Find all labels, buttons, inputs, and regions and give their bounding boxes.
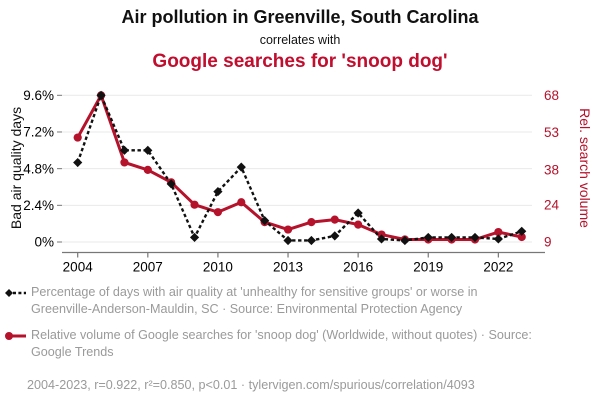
svg-text:68: 68 (544, 88, 559, 103)
chart-title: Air pollution in Greenville, South Carol… (121, 7, 479, 27)
svg-text:38: 38 (544, 162, 559, 177)
svg-text:9.6%: 9.6% (23, 88, 54, 103)
red-circle-solid-marker-icon (5, 332, 26, 341)
svg-text:2019: 2019 (413, 260, 443, 275)
svg-text:2013: 2013 (273, 260, 303, 275)
chart-subtitle: Google searches for 'snoop dog' (152, 51, 448, 72)
black-diamond-dashed-marker-icon (5, 289, 26, 297)
svg-text:2004: 2004 (63, 260, 94, 275)
svg-text:4.8%: 4.8% (23, 161, 54, 176)
chart-area: Bad air quality days Rel. search volume … (0, 80, 600, 285)
svg-text:2016: 2016 (343, 260, 373, 275)
svg-text:9: 9 (544, 235, 552, 250)
left-axis-title: Bad air quality days (8, 106, 24, 230)
svg-text:2022: 2022 (483, 260, 513, 275)
svg-text:7.2%: 7.2% (23, 125, 54, 140)
legend-item-text: Relative volume of Google searches for '… (31, 328, 532, 359)
legend: Percentage of days with air quality at '… (4, 284, 564, 370)
svg-text:53: 53 (544, 125, 559, 140)
header: Air pollution in Greenville, South Carol… (0, 0, 600, 73)
legend-item-search-volume: Relative volume of Google searches for '… (4, 327, 564, 360)
svg-text:24: 24 (544, 197, 560, 212)
svg-text:2010: 2010 (203, 260, 233, 275)
right-axis-title: Rel. search volume (577, 108, 593, 228)
correlation-line-chart: 0% 2.4% 4.8% 7.2% 9.6% 9 24 38 53 68 2004 2007 2010 2… (23, 88, 560, 275)
svg-text:2.4%: 2.4% (23, 198, 54, 213)
footer-stats: 2004-2023, r=0.922, r²=0.850, p<0.01 · t… (27, 378, 475, 392)
legend-item-text: Percentage of days with air quality at '… (31, 285, 478, 316)
correlates-with-label: correlates with (259, 33, 341, 47)
svg-text:2007: 2007 (133, 260, 163, 275)
svg-text:0%: 0% (34, 235, 54, 250)
legend-item-air-quality: Percentage of days with air quality at '… (4, 284, 564, 317)
